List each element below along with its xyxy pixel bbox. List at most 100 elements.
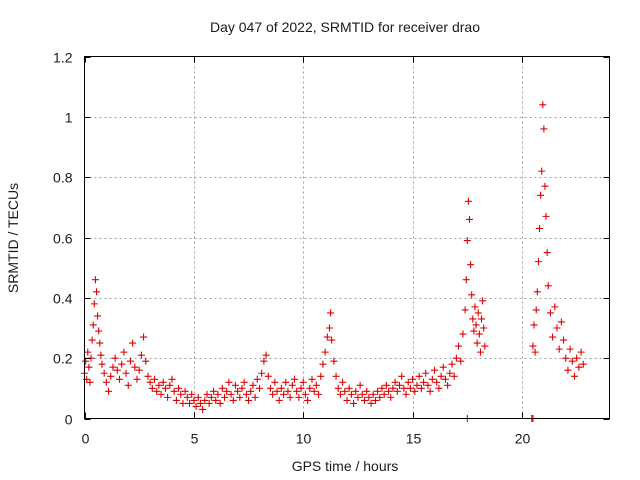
- data-point: [245, 396, 253, 404]
- data-point: [341, 387, 349, 395]
- data-point: [472, 321, 480, 329]
- data-point: [462, 276, 470, 284]
- data-point: [192, 402, 200, 410]
- data-point: [146, 378, 154, 386]
- data-point: [295, 393, 303, 401]
- data-point: [404, 378, 412, 386]
- y-tick-label: 1: [65, 110, 73, 126]
- data-point: [361, 396, 368, 404]
- data-point: [225, 378, 233, 386]
- x-tick-label: 15: [406, 431, 422, 447]
- data-point: [470, 327, 478, 335]
- data-point: [536, 224, 543, 232]
- data-point: [539, 101, 547, 109]
- data-point: [321, 348, 329, 356]
- data-point: [479, 297, 487, 305]
- data-point: [98, 360, 106, 368]
- data-point: [312, 381, 320, 389]
- data-point: [155, 381, 163, 389]
- data-point: [175, 384, 183, 392]
- data-point: [327, 309, 335, 317]
- data-point: [122, 369, 130, 377]
- data-point: [157, 390, 165, 398]
- data-point: [439, 363, 447, 371]
- data-point: [562, 354, 570, 362]
- y-tick-label: 1.2: [53, 50, 73, 66]
- data-point: [86, 378, 94, 386]
- data-point: [183, 393, 191, 401]
- x-tick-label: 10: [296, 431, 312, 447]
- data-point: [205, 399, 213, 407]
- data-point: [214, 390, 222, 398]
- data-point: [304, 396, 312, 404]
- data-point: [96, 339, 104, 347]
- data-point: [95, 327, 103, 335]
- y-tick-label: 0.6: [53, 231, 73, 247]
- data-point: [310, 387, 318, 395]
- data-point: [89, 321, 97, 329]
- data-point: [323, 333, 331, 341]
- data-point: [352, 387, 360, 395]
- data-point: [201, 396, 209, 404]
- data-point: [446, 369, 454, 377]
- data-point: [478, 315, 486, 323]
- data-point: [391, 378, 399, 386]
- data-point: [468, 291, 476, 299]
- data-point: [177, 390, 185, 398]
- data-point: [113, 366, 121, 374]
- data-point: [398, 372, 406, 380]
- data-point: [459, 330, 467, 338]
- data-point: [532, 306, 540, 314]
- data-point: [428, 375, 436, 383]
- data-point: [426, 387, 434, 395]
- data-point: [557, 318, 565, 326]
- data-point: [415, 372, 423, 380]
- data-point: [474, 309, 482, 317]
- data-point: [543, 249, 551, 257]
- data-point: [90, 300, 98, 308]
- data-point: [120, 348, 128, 356]
- data-point: [566, 345, 574, 353]
- data-point: [358, 390, 366, 398]
- data-point: [207, 393, 215, 401]
- data-point: [382, 381, 390, 389]
- y-tick-label: 0.2: [53, 351, 73, 367]
- data-point: [571, 372, 578, 380]
- data-point: [336, 390, 344, 398]
- data-points: [81, 101, 587, 422]
- data-point: [431, 366, 438, 374]
- data-point: [129, 339, 137, 347]
- data-point: [253, 375, 261, 383]
- data-point: [471, 303, 479, 311]
- data-point: [345, 384, 353, 392]
- data-point: [457, 357, 465, 365]
- data-point: [186, 399, 193, 407]
- data-point: [461, 306, 469, 314]
- y-axis-label: SRMTID / TECUs: [5, 183, 21, 293]
- data-point: [385, 387, 393, 395]
- data-point: [144, 372, 152, 380]
- data-point: [452, 354, 460, 362]
- data-point: [389, 384, 397, 392]
- data-point: [549, 333, 557, 341]
- data-point: [131, 363, 139, 371]
- data-point: [444, 381, 452, 389]
- data-point: [88, 336, 96, 344]
- data-point: [118, 360, 126, 368]
- data-point: [179, 399, 187, 407]
- data-point: [137, 351, 145, 359]
- grid-lines: [84, 56, 610, 419]
- y-tick-label: 0: [65, 412, 73, 428]
- data-point: [579, 360, 587, 368]
- data-point: [188, 390, 196, 398]
- data-point: [480, 324, 488, 332]
- data-point: [269, 390, 277, 398]
- data-point: [93, 288, 101, 296]
- data-point: [541, 182, 549, 190]
- data-point: [369, 390, 377, 398]
- data-point: [473, 339, 481, 347]
- data-point: [413, 381, 421, 389]
- data-point: [284, 387, 292, 395]
- data-point: [170, 387, 178, 395]
